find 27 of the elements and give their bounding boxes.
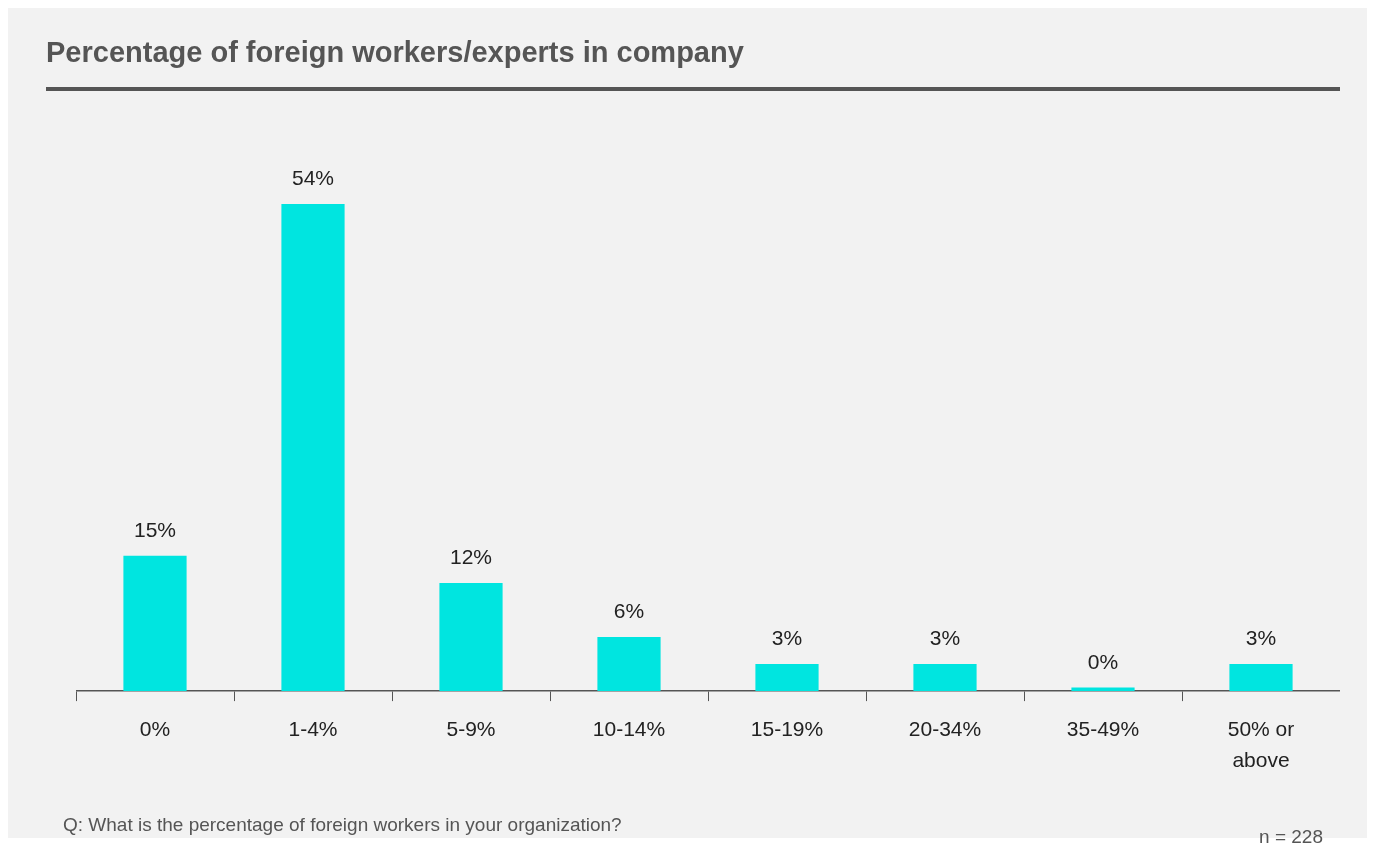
bar xyxy=(1229,664,1293,692)
chart-title: Percentage of foreign workers/experts in company xyxy=(46,36,744,69)
text: n = 228 xyxy=(1259,826,1323,846)
x-tick-label: 50% or above xyxy=(1227,717,1295,771)
x-tick-label: 20-34% xyxy=(908,717,982,741)
data-label: 54% xyxy=(291,166,335,190)
data-label: 3% xyxy=(929,626,961,650)
x-tick-label: 5-9% xyxy=(446,717,496,741)
bar xyxy=(913,664,977,692)
data-label: 12% xyxy=(449,545,493,569)
data-label: 0% xyxy=(1087,649,1119,673)
bar xyxy=(123,555,187,692)
text: Q: What is the percentage of foreign workers in your organization? xyxy=(63,814,622,836)
x-tick-label: 35-49% xyxy=(1066,717,1140,741)
bar xyxy=(755,664,819,692)
bar xyxy=(597,636,661,692)
x-tick-label: 15-19% xyxy=(750,717,824,741)
x-tick-label: 10-14% xyxy=(592,717,666,741)
data-label: 3% xyxy=(1245,626,1277,650)
x-tick-label: 1-4% xyxy=(288,717,338,741)
data-label: 6% xyxy=(613,599,645,623)
bar xyxy=(1071,687,1135,692)
data-label: 15% xyxy=(133,518,177,542)
bar xyxy=(281,204,345,692)
bar xyxy=(439,582,503,692)
data-label: 3% xyxy=(771,626,803,650)
x-tick-label: 0% xyxy=(139,717,171,741)
